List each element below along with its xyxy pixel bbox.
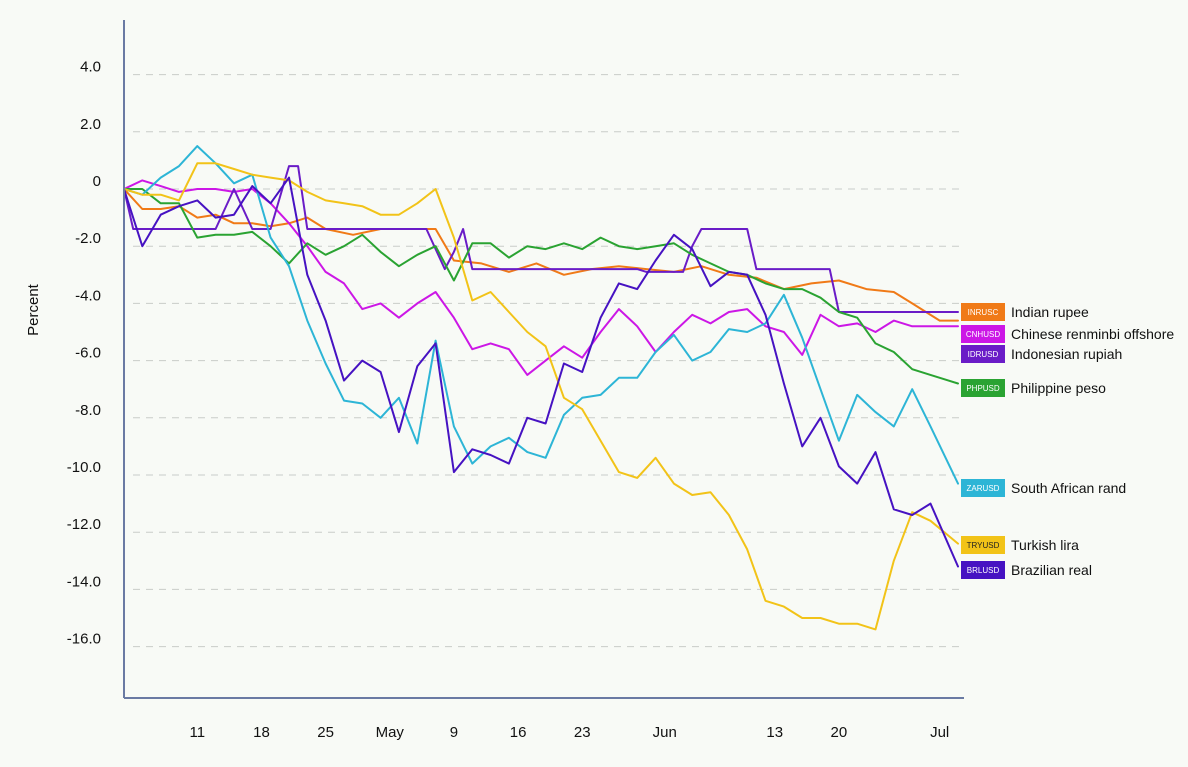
y-tick-label: -12.0 [67,516,101,533]
legend: INRUSC Indian rupee CNHUSD Chinese renminbi… [961,303,1174,579]
y-tick-label: -6.0 [75,345,101,362]
series-line-brlusd [123,176,959,568]
legend-swatch [961,303,1005,321]
x-tick-label: 16 [510,724,527,741]
x-tick-label: Jun [653,724,677,741]
x-tick-label: 20 [831,724,848,741]
y-tick-label: -8.0 [75,402,101,419]
legend-item-tryusd: TRYUSD Turkish lira [961,536,1079,554]
y-tick-label: -4.0 [75,287,101,304]
y-tick-label: 2.0 [80,116,101,133]
x-tick-label: 13 [766,724,783,741]
legend-item-idrusd: IDRUSD Indonesian rupiah [961,345,1122,363]
legend-item-phpusd: PHPUSD Philippine peso [961,379,1106,397]
legend-label: Indonesian rupiah [1011,346,1122,362]
x-tick-label: May [376,724,405,741]
legend-label: Chinese renminbi offshore [1011,326,1174,342]
legend-code: PHPUSD [966,384,1000,393]
legend-swatch [961,561,1005,579]
x-tick-labels: 11 18 25 May 9 16 23 Jun 13 20 Jul [190,724,950,741]
y-tick-label: -2.0 [75,230,101,247]
series-line-cnhusd [123,179,959,376]
x-tick-label: 25 [317,724,334,741]
axes [123,20,964,699]
x-tick-label: 11 [190,724,206,741]
series-line-inrusc [123,188,959,322]
legend-swatch [961,325,1005,343]
series-line-tryusd [123,162,959,631]
x-tick-label: 9 [450,724,458,741]
legend-label: South African rand [1011,480,1126,496]
legend-swatch [961,536,1005,554]
legend-code: TRYUSD [967,541,1000,550]
x-tick-label: 23 [574,724,591,741]
y-tick-label: -10.0 [67,459,101,476]
legend-code: IDRUSD [968,350,999,359]
legend-swatch [961,345,1005,363]
y-tick-label: 0 [93,173,101,190]
legend-code: BRLUSD [967,566,1000,575]
legend-label: Philippine peso [1011,380,1106,396]
series-line-phpusd [123,188,959,385]
y-tick-label: 4.0 [80,59,101,76]
y-axis-label: Percent [25,283,42,336]
legend-swatch [961,479,1005,497]
y-tick-label: -16.0 [67,631,101,648]
x-tick-label: Jul [930,724,949,741]
legend-item-cnhusd: CNHUSD Chinese renminbi offshore [961,325,1174,343]
x-tick-label: 18 [253,724,270,741]
legend-label: Turkish lira [1011,537,1079,553]
legend-swatch [961,379,1005,397]
legend-label: Indian rupee [1011,304,1089,320]
legend-item-brlusd: BRLUSD Brazilian real [961,561,1092,579]
series-lines [123,145,959,631]
legend-code: CNHUSD [966,330,1000,339]
series-line-zarusd [123,145,959,485]
legend-label: Brazilian real [1011,562,1092,578]
gridlines [133,74,964,648]
legend-item-inrusc: INRUSC Indian rupee [961,303,1089,321]
y-tick-label: -14.0 [67,573,101,590]
legend-item-zarusd: ZARUSD South African rand [961,479,1126,497]
legend-code: ZARUSD [967,484,1000,493]
y-tick-labels: 4.0 2.0 0 -2.0 -4.0 -6.0 -8.0 -10.0 -12.0 -14.0 -1… [67,59,101,648]
legend-code: INRUSC [968,308,999,317]
series-line-idrusd [123,165,959,313]
